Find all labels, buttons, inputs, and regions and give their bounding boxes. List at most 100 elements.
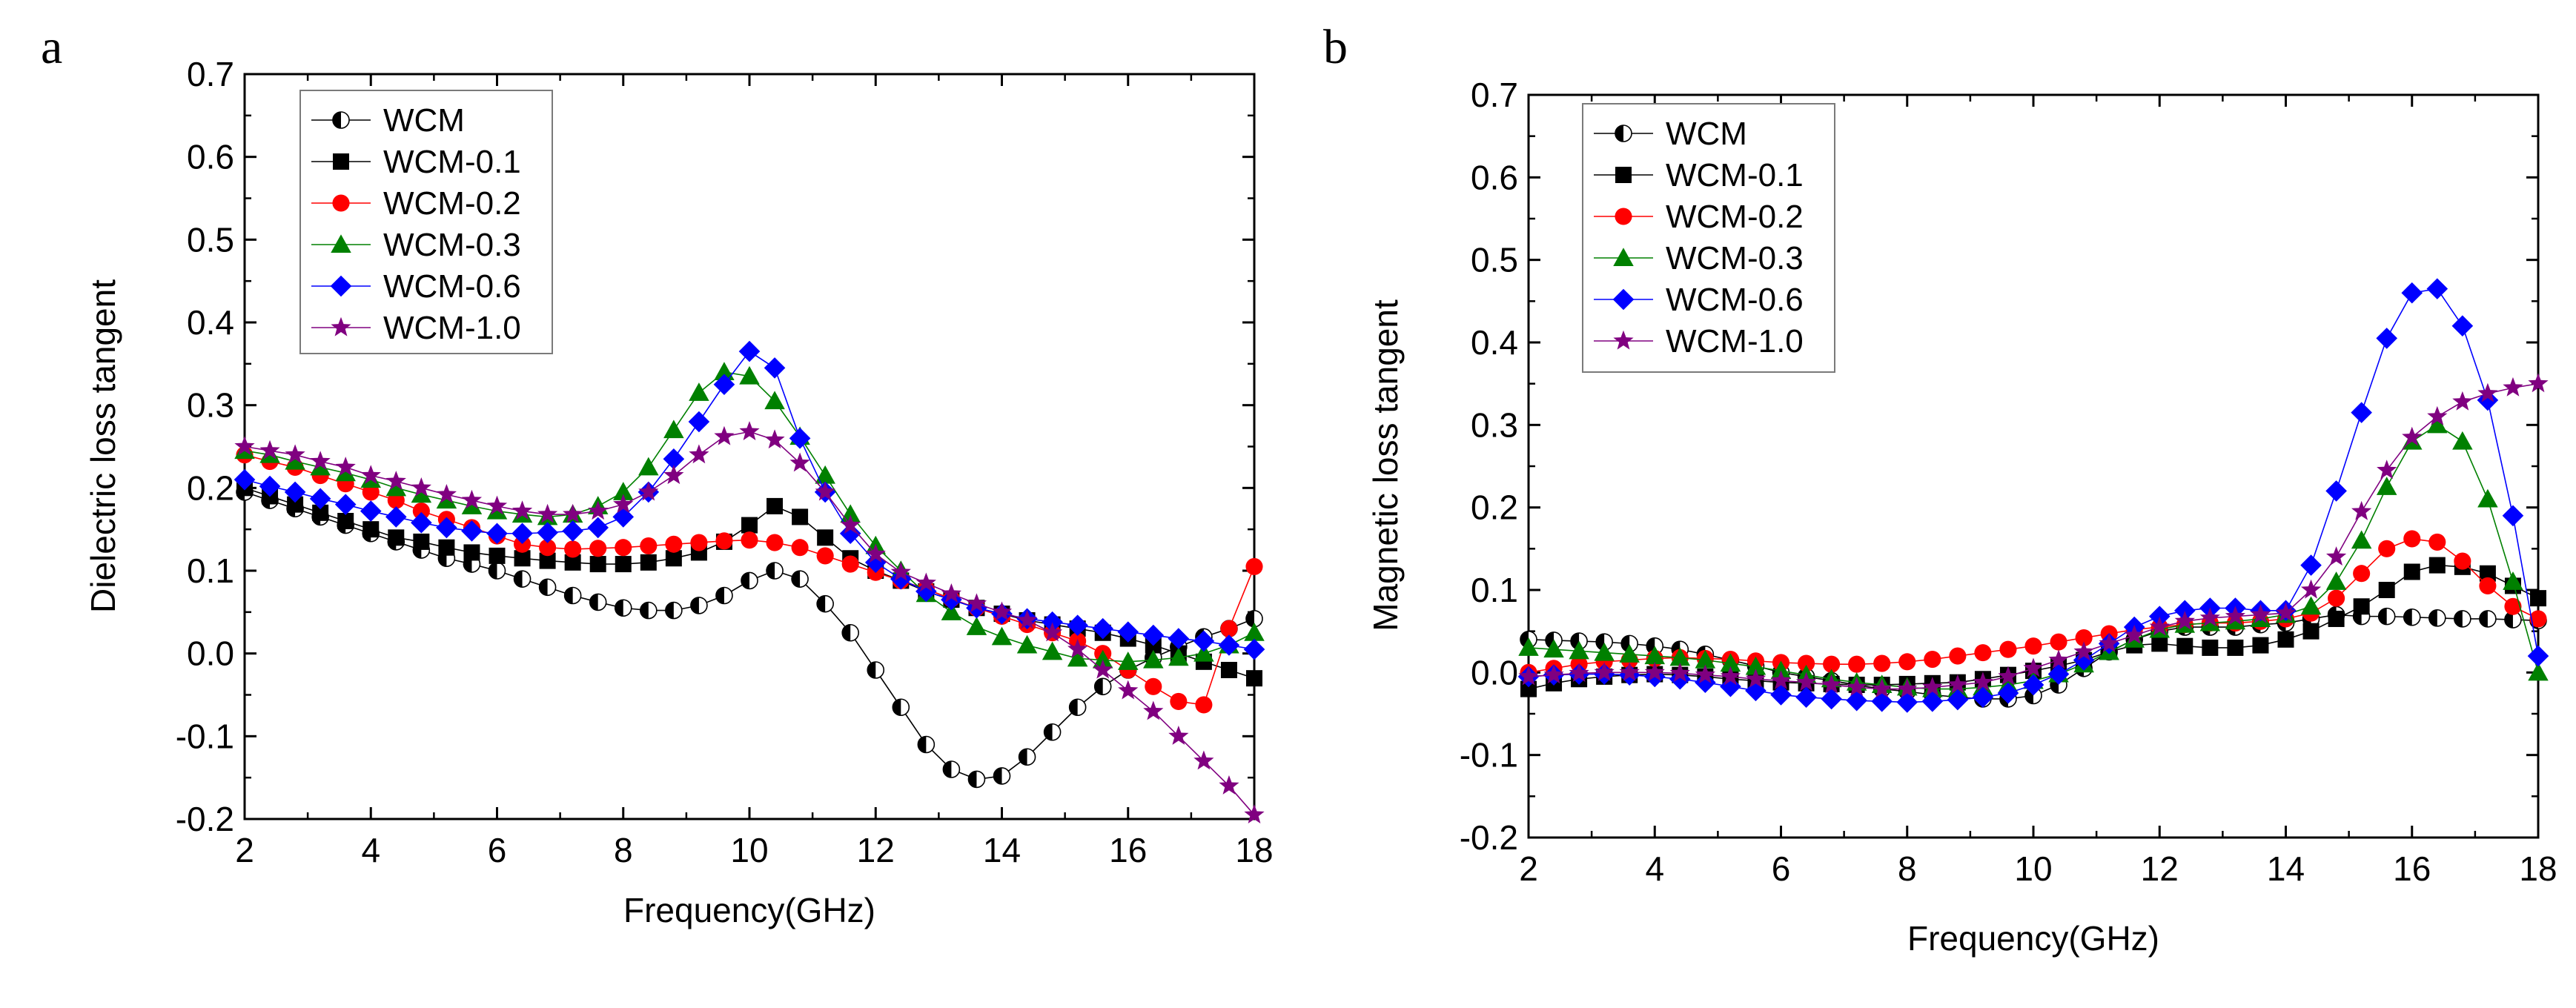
data-point [436, 490, 457, 509]
x-tick-label: 8 [614, 831, 633, 869]
panel-b-legend-box [1582, 103, 1835, 373]
legend-label: WCM-0.3 [1666, 240, 1804, 276]
data-point [2376, 328, 2397, 349]
data-point [335, 462, 356, 482]
data-point [993, 767, 1011, 785]
data-point [1118, 651, 1139, 670]
data-point [1168, 726, 1189, 745]
x-tick-label: 14 [983, 831, 1021, 869]
data-point [284, 481, 306, 503]
data-point [335, 457, 356, 476]
data-point [1543, 664, 1564, 684]
legend-item: WCM-0.3 [1594, 240, 1804, 276]
data-point [665, 601, 683, 620]
data-point [1871, 691, 1893, 712]
data-point [2275, 602, 2297, 622]
data-point [1018, 748, 1036, 766]
data-point [1873, 654, 1891, 672]
data-point [2174, 600, 2196, 622]
data-point [563, 586, 582, 605]
data-point [688, 411, 710, 433]
data-point [2277, 631, 2294, 648]
data-point [2252, 637, 2269, 654]
data-point [1195, 696, 1213, 714]
data-point [639, 601, 658, 620]
data-point [2402, 426, 2423, 446]
data-point [1846, 689, 1867, 712]
x-tick-label: 4 [1645, 849, 1664, 888]
data-point [739, 365, 760, 385]
data-point [1695, 664, 1715, 684]
data-point [2022, 674, 2044, 696]
y-tick-label: 0.4 [187, 303, 234, 342]
data-point [1016, 634, 1038, 654]
data-point [2148, 606, 2171, 627]
data-point [2378, 582, 2395, 598]
data-point [991, 601, 1013, 621]
y-tick-label: -0.2 [176, 800, 234, 838]
y-tick-label: 0.7 [187, 55, 234, 93]
data-point [713, 374, 735, 396]
data-point [1092, 617, 1113, 640]
data-point [1644, 662, 1665, 681]
panel-a-x-tick-labels: 2 4 6 8 10 12 14 16 18 [235, 831, 1273, 869]
y-tick-label: 0.3 [1471, 405, 1518, 444]
data-point [2225, 606, 2245, 626]
legend-marker [331, 234, 351, 253]
data-point [2325, 571, 2347, 590]
data-point [1695, 672, 1716, 693]
x-tick-label: 18 [2519, 849, 2557, 888]
data-point [1594, 662, 1615, 681]
data-point [791, 570, 809, 588]
data-point [1220, 620, 1238, 637]
data-point [966, 593, 987, 613]
data-point [741, 531, 758, 549]
legend-label: WCM [1666, 116, 1747, 152]
data-point [436, 517, 457, 539]
data-point [1067, 614, 1088, 636]
data-point [966, 617, 987, 635]
data-point [1695, 649, 1716, 669]
x-tick-label: 2 [1519, 849, 1538, 888]
data-point [1193, 630, 1215, 652]
data-point [915, 572, 936, 592]
x-tick-label: 12 [857, 831, 895, 869]
data-point [285, 451, 305, 470]
data-point [815, 481, 835, 501]
data-point [1972, 686, 1994, 709]
y-tick-label: -0.1 [1460, 736, 1518, 775]
data-point [385, 471, 406, 490]
panel-a: a 2 4 6 8 10 12 14 16 18 -0.2 -0.1 0.0 0.1 0.2 0.3 0.4… [41, 20, 1274, 929]
data-point [766, 534, 784, 551]
y-tick-label: 0.0 [1471, 653, 1518, 692]
data-point [714, 425, 735, 445]
data-point [1947, 674, 1968, 694]
y-tick-label: -0.1 [176, 717, 234, 755]
y-tick-label: 0.5 [1471, 241, 1518, 279]
data-point [2528, 662, 2549, 681]
data-point [1847, 677, 1867, 696]
data-point [941, 583, 961, 603]
data-point [2426, 278, 2448, 299]
y-tick-label: 0.2 [187, 468, 234, 507]
panel-a-legend-box [299, 90, 553, 354]
data-point [1244, 623, 1265, 641]
data-point [764, 429, 785, 449]
data-point [1669, 663, 1690, 683]
panel-b-ticks [1527, 93, 2540, 839]
y-tick-label: 0.5 [187, 220, 234, 259]
data-point [1042, 622, 1063, 642]
x-tick-label: 18 [1235, 831, 1273, 869]
data-point [1770, 660, 1792, 680]
data-point [791, 539, 809, 557]
data-point [1244, 804, 1265, 823]
data-point [2427, 405, 2448, 425]
legend-marker [1615, 208, 1632, 225]
data-point [2377, 460, 2397, 480]
data-point [2250, 604, 2271, 623]
data-point [413, 533, 430, 550]
legend-label: WCM-0.3 [383, 227, 521, 263]
data-point [817, 529, 834, 546]
data-point [2427, 414, 2448, 434]
data-point [864, 551, 887, 574]
